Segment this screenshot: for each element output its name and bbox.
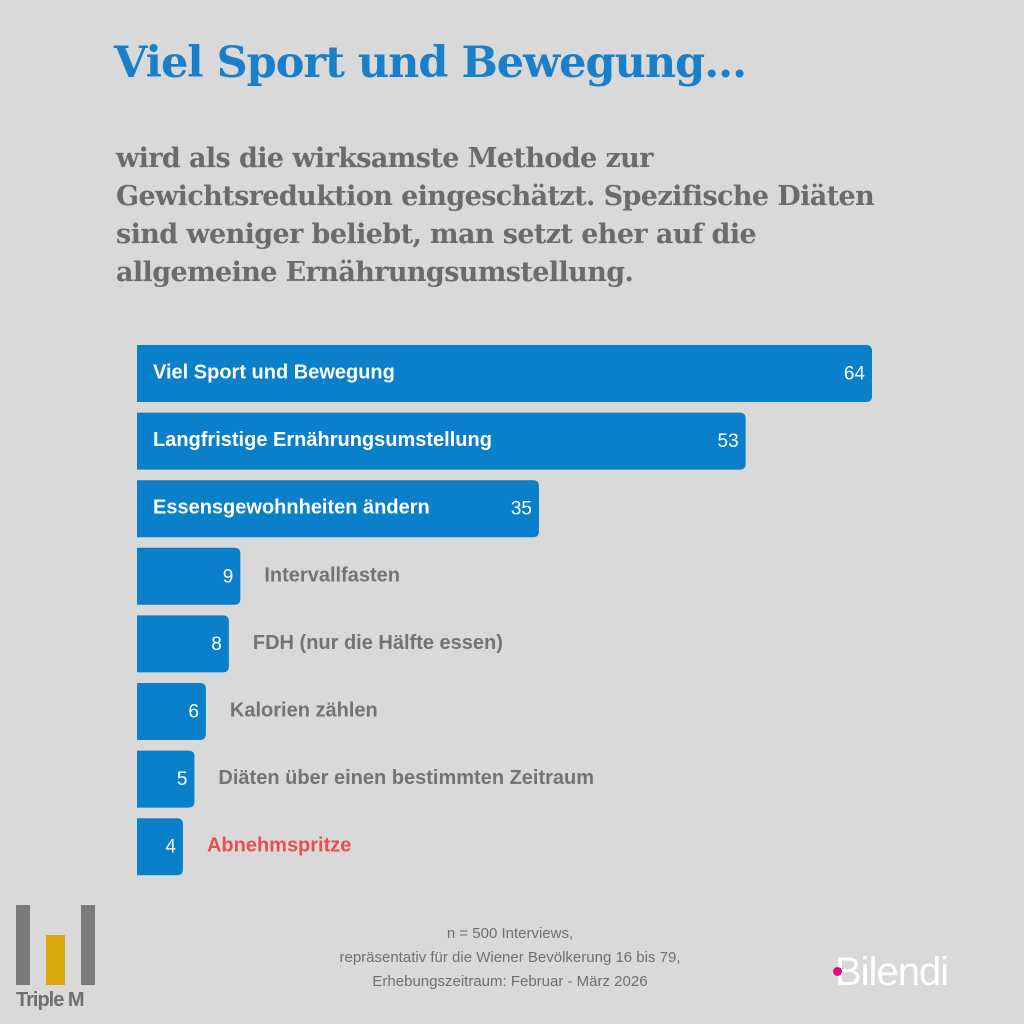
svg-text:Triple M: Triple M xyxy=(16,989,84,1011)
category-label: Essensgewohnheiten ändern xyxy=(153,497,430,519)
bar xyxy=(137,480,539,538)
value-label: 8 xyxy=(211,634,222,655)
footnote-line: n = 500 Interviews, xyxy=(446,925,574,942)
bar xyxy=(137,412,746,470)
bar xyxy=(137,547,241,605)
footnote-line: repräsentativ für die Wiener Bevölkerung… xyxy=(339,949,681,966)
category-label: Abnehmspritze xyxy=(207,835,351,857)
category-label: Diäten über einen bestimmten Zeitraum xyxy=(218,767,594,789)
category-label: FDH (nur die Hälfte essen) xyxy=(253,632,503,654)
triple-m-logo: Triple M xyxy=(16,905,95,1011)
value-label: 64 xyxy=(844,364,866,385)
bar xyxy=(137,345,872,402)
value-label: 35 xyxy=(511,499,532,520)
category-label: Viel Sport und Bewegung xyxy=(153,362,395,384)
category-label: Kalorien zählen xyxy=(230,700,378,722)
page-title: Viel Sport und Bewegung... xyxy=(114,38,747,88)
value-label: 6 xyxy=(188,702,199,723)
bar xyxy=(137,818,183,876)
value-label: 9 xyxy=(223,566,234,587)
value-label: 4 xyxy=(165,837,176,858)
value-label: 53 xyxy=(718,431,739,452)
bar xyxy=(137,750,195,808)
category-label: Langfristige Ernährungsumstellung xyxy=(153,429,492,451)
bar xyxy=(137,615,229,673)
bilendi-logo: Bilendi xyxy=(833,950,949,994)
page-subtitle: wird als die wirksamste Methode zur Gewi… xyxy=(116,143,875,288)
footnote: n = 500 Interviews, repräsentativ für di… xyxy=(260,922,760,994)
value-label: 5 xyxy=(177,769,188,790)
footnote-line: Erhebungszeitraum: Februar - März 2026 xyxy=(372,973,648,990)
category-label: Intervallfasten xyxy=(264,564,400,586)
bar xyxy=(137,683,206,740)
